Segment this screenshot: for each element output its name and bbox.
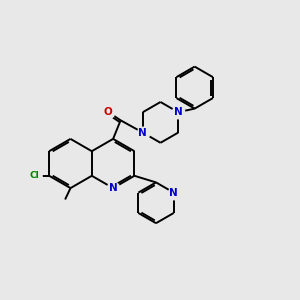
Text: N: N bbox=[169, 188, 178, 198]
Text: Cl: Cl bbox=[29, 171, 39, 180]
Text: O: O bbox=[103, 107, 112, 117]
Text: N: N bbox=[109, 183, 118, 193]
Text: N: N bbox=[174, 107, 182, 117]
Text: N: N bbox=[139, 128, 147, 138]
